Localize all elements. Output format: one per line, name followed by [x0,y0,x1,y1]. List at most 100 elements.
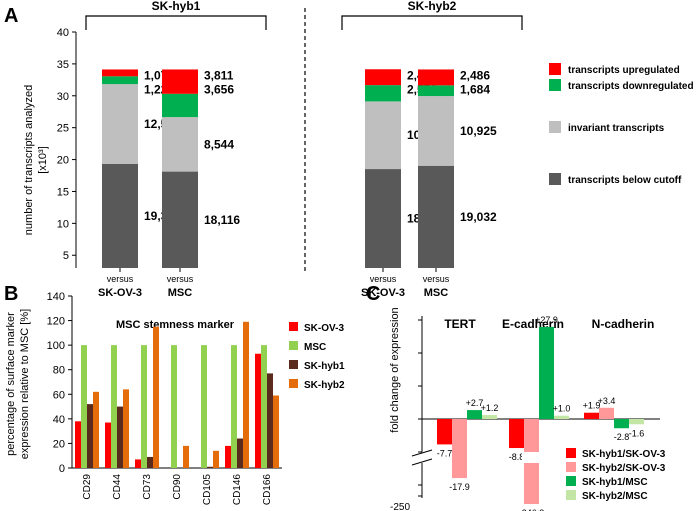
c-ylabel: fold change of expression [389,307,401,432]
a-ytick-label: 25 [57,123,69,135]
b-xtick-label: CD166 [262,474,273,506]
a-ytick-label: 5 [63,250,69,262]
c-bar [614,419,629,429]
b-bar [225,445,231,468]
a-bar-segment [418,85,454,97]
c-bar [599,407,614,419]
a-ylabel-line1: number of transcripts analyzed [23,85,35,235]
panel-a-label: A [4,5,18,27]
a-bar-label: MSC [424,287,449,299]
b-ytick-label: 60 [53,389,65,401]
a-legend-label: transcripts below cutoff [568,175,682,186]
c-value-label: -8.8 [509,452,525,462]
a-ytick-label: 20 [57,155,69,167]
b-bar [171,345,177,468]
b-bar [87,404,93,468]
group-bracket-hyb2 [341,15,523,30]
a-bar-segment [365,169,401,268]
b-legend-swatch [289,341,298,350]
b-bar [201,345,207,468]
a-bar-segment [365,101,401,170]
a-versus-label: versus [107,274,134,284]
c-value-label: +1.9 [583,401,601,411]
c-bar [539,326,554,419]
b-bar [75,421,81,468]
c-axis-break-mark [411,458,433,466]
a-bar-segment [365,69,401,86]
c-value-label: +2.7 [466,398,484,408]
a-bar-label: SK-OV-3 [98,287,142,299]
b-ytick-label: 140 [47,291,65,303]
b-bar [267,373,273,468]
a-bar-segment [102,84,138,165]
c-legend-label: SK-hyb2/SK-OV-3 [582,463,666,474]
b-bar [153,326,159,468]
b-bar [243,321,249,468]
b-ylabel-line2: expression relative to MSC [%] [19,309,31,459]
a-legend-swatch [549,173,561,185]
a-ytick-label: 15 [57,186,69,198]
b-ytick-label: 120 [47,316,65,328]
b-bar [81,345,87,468]
b-bar [255,353,261,468]
c-category-label: N-cadherin [592,317,655,331]
a-versus-label: versus [167,274,194,284]
a-bars: 19,30412,5241,2271,072versusSK-OV-318,11… [98,68,497,299]
b-bar [93,391,99,468]
c-legend-swatch [566,462,576,472]
a-bar-segment [162,93,198,118]
a-bar-segment [418,165,454,268]
a-bar-label: SK-OV-3 [361,287,405,299]
b-bar [261,345,267,468]
b-xtick-label: CD90 [172,474,183,500]
c-axis-break-mark [411,449,433,457]
c-value-label: +3.4 [598,396,616,406]
c-value-label: -17.9 [449,482,470,492]
c-legend-label: SK-hyb1/MSC [582,477,648,488]
c-legend-swatch [566,476,576,486]
b-legend-swatch [289,360,298,369]
a-legend-swatch [549,121,561,133]
a-ytick-label: 40 [57,27,69,39]
c-value-label: -7.7 [437,448,453,458]
a-versus-label: versus [423,274,450,284]
a-bar-segment [418,96,454,166]
b-legend-swatch [289,322,298,331]
b-xtick-label: CD29 [82,474,93,500]
a-value-label: 18,116 [204,213,240,227]
c-bar [437,419,452,445]
b-bar [105,422,111,468]
a-value-label: 10,925 [460,124,497,138]
c-bar [584,412,599,419]
a-bar-segment [365,85,401,102]
b-legend-label: SK-OV-3 [304,323,344,334]
b-bar [141,345,147,468]
b-xtick-label: CD73 [142,474,153,500]
a-ytick-label: 35 [57,59,69,71]
c-bar [554,415,569,419]
b-bar [183,445,189,468]
c-bar-break-gap [522,452,541,463]
c-value-label: +27.9 [535,315,558,325]
b-bar [231,345,237,468]
b-legend-swatch [289,379,298,388]
a-bar-segment [162,69,198,94]
a-legend-swatch [549,63,561,75]
c-bar [482,415,497,419]
b-bar [135,459,141,468]
c-bars: TERT-7.7-17.9+2.7+1.2E-cadherin-8.8-246.… [437,315,655,511]
a-versus-label: versus [370,274,397,284]
panel-c-label: C [366,283,380,305]
b-ytick-label: 100 [47,340,65,352]
c-value-label: +1.2 [481,403,499,413]
a-bar-segment [162,171,198,268]
a-value-label: 3,811 [204,68,234,82]
b-bar [207,466,213,468]
c-value-label: -2.8 [614,432,630,442]
b-xtick-label: CD105 [202,474,213,506]
c-legend-swatch [566,448,576,458]
c-bar [452,419,467,479]
b-ytick-label: 0 [59,463,65,475]
b-legend: SK-OV-3 MSC SK-hyb1 SK-hyb2 [289,322,345,391]
